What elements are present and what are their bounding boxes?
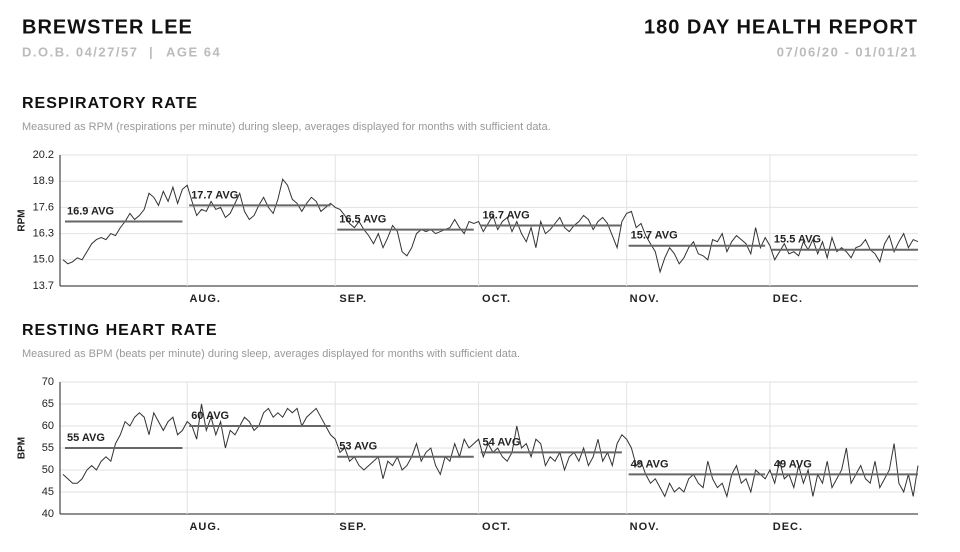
- average-label: 55 AVG: [67, 432, 105, 444]
- y-axis-label: BPM: [17, 437, 28, 459]
- x-tick-label: SEP.: [339, 521, 367, 533]
- x-tick-label: SEP.: [339, 293, 367, 305]
- daily-line: [62, 178, 919, 274]
- y-tick-label: 20.2: [33, 149, 54, 161]
- separator: |: [149, 44, 154, 59]
- average-label: 54 AVG: [483, 436, 521, 448]
- y-tick-label: 70: [42, 376, 54, 388]
- average-label: 49 AVG: [774, 458, 812, 470]
- average-label: 15.7 AVG: [631, 230, 678, 242]
- y-tick-label: 40: [42, 508, 54, 520]
- average-label: 16.9 AVG: [67, 205, 114, 217]
- date-range: 07/06/20 - 01/01/21: [777, 44, 918, 59]
- average-label: 16.5 AVG: [339, 213, 386, 225]
- average-label: 15.5 AVG: [774, 234, 821, 246]
- y-tick-label: 45: [42, 486, 54, 498]
- dob: D.O.B. 04/27/57: [22, 44, 138, 59]
- y-tick-label: 15.0: [33, 254, 54, 266]
- chart-title: RESPIRATORY RATE: [22, 95, 198, 112]
- chart-subtitle: Measured as BPM (beats per minute) durin…: [22, 348, 520, 360]
- y-tick-label: 60: [42, 420, 54, 432]
- x-tick-label: OCT.: [482, 293, 511, 305]
- average-label: 60 AVG: [191, 410, 229, 422]
- x-tick-label: OCT.: [482, 521, 511, 533]
- age: AGE 64: [166, 44, 221, 59]
- chart-subtitle: Measured as RPM (respirations per minute…: [22, 121, 551, 133]
- x-tick-label: NOV.: [630, 521, 660, 533]
- average-label: 53 AVG: [339, 441, 377, 453]
- average-label: 16.7 AVG: [483, 209, 530, 221]
- y-tick-label: 50: [42, 464, 54, 476]
- y-axis-label: RPM: [17, 209, 28, 231]
- y-tick-label: 17.6: [33, 201, 54, 213]
- y-tick-label: 16.3: [33, 228, 54, 240]
- x-tick-label: DEC.: [773, 293, 803, 305]
- x-tick-label: AUG.: [189, 293, 221, 305]
- y-tick-label: 55: [42, 442, 54, 454]
- chart-title: RESTING HEART RATE: [22, 322, 217, 339]
- x-tick-label: AUG.: [189, 521, 221, 533]
- average-label: 49 AVG: [631, 458, 669, 470]
- y-tick-label: 18.9: [33, 175, 54, 187]
- x-tick-label: NOV.: [630, 293, 660, 305]
- average-label: 17.7 AVG: [191, 189, 238, 201]
- y-tick-label: 13.7: [33, 280, 54, 292]
- x-tick-label: DEC.: [773, 521, 803, 533]
- report-title: 180 DAY HEALTH REPORT: [644, 16, 918, 38]
- patient-name: BREWSTER LEE: [22, 16, 193, 38]
- y-tick-label: 65: [42, 398, 54, 410]
